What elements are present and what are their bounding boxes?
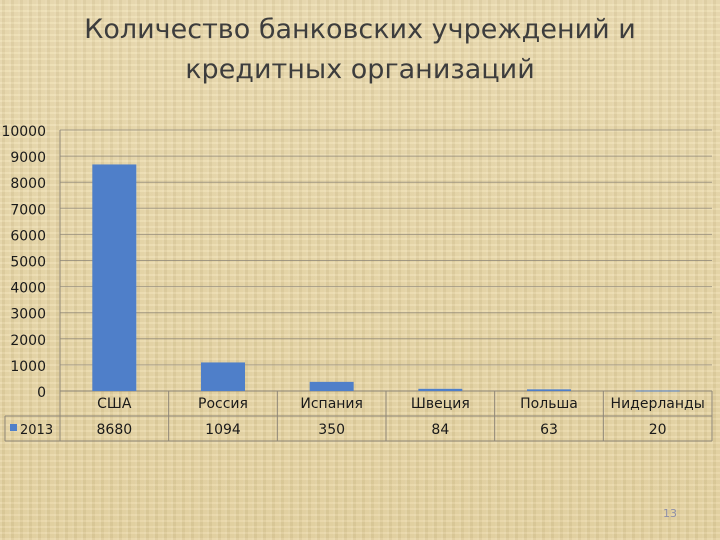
- bar: [201, 362, 245, 391]
- y-tick-label: 3000: [10, 307, 46, 323]
- bar: [527, 389, 571, 391]
- category-label: США: [97, 396, 132, 412]
- y-tick-label: 1000: [10, 359, 46, 375]
- slide-number: 13: [663, 507, 677, 520]
- category-label: Швеция: [411, 396, 470, 412]
- legend-swatch: [10, 424, 17, 431]
- category-label: Испания: [300, 396, 363, 412]
- bar: [309, 381, 354, 391]
- value-label: 63: [540, 422, 558, 438]
- value-label: 350: [318, 422, 345, 438]
- y-tick-label: 9000: [10, 150, 46, 166]
- value-label: 8680: [97, 422, 133, 438]
- bar: [418, 388, 463, 391]
- y-tick-label: 6000: [10, 228, 46, 244]
- y-tick-label: 8000: [10, 176, 46, 192]
- bar: [635, 390, 680, 392]
- value-label: 20: [649, 422, 667, 438]
- y-tick-label: 4000: [10, 281, 46, 297]
- value-label: 1094: [205, 422, 241, 438]
- value-label: 84: [431, 422, 449, 438]
- bar: [92, 164, 137, 391]
- chart-title: Количество банковских учреждений и креди…: [84, 14, 636, 85]
- y-tick-label: 2000: [10, 333, 46, 349]
- y-tick-label: 5000: [10, 255, 46, 271]
- y-tick-label: 0: [37, 385, 46, 401]
- category-label: Россия: [198, 396, 248, 412]
- y-tick-label: 7000: [10, 202, 46, 218]
- category-label: Польша: [520, 396, 578, 412]
- category-label: Нидерланды: [611, 396, 705, 412]
- legend-label: 2013: [20, 423, 53, 438]
- y-tick-label: 10000: [1, 124, 46, 140]
